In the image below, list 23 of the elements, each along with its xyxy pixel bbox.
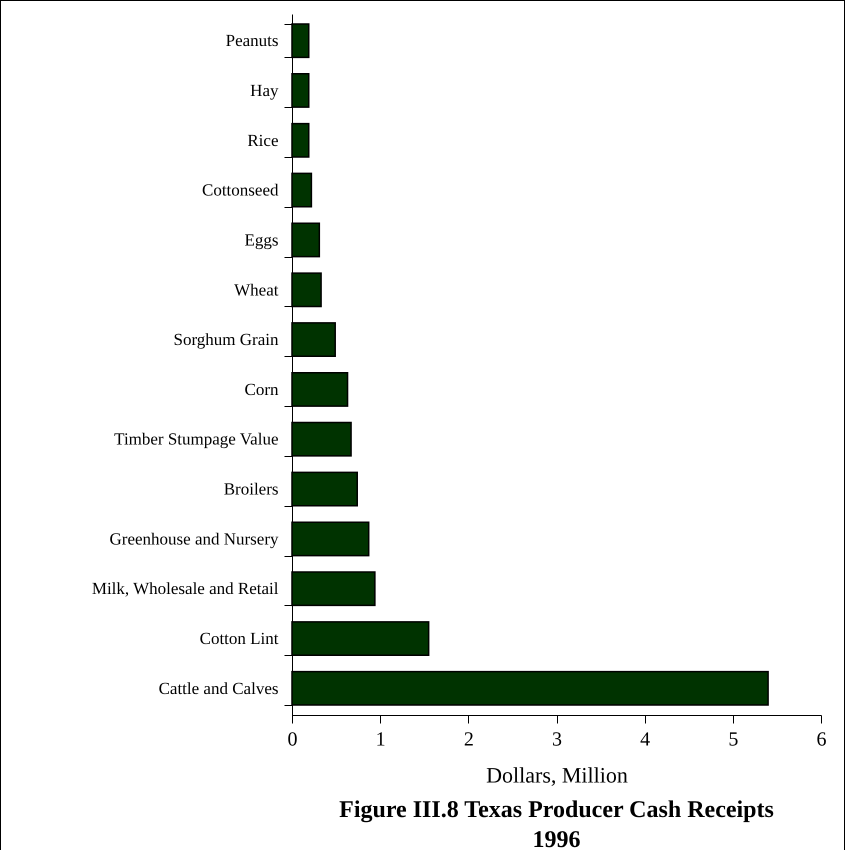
x-tick-label: 2	[464, 728, 474, 750]
x-axis-title: Dollars, Million	[486, 762, 628, 788]
x-tick-label: 3	[552, 728, 562, 750]
y-tick-label: Eggs	[244, 230, 278, 250]
y-tick-label: Peanuts	[226, 31, 278, 50]
x-tick-label: 0	[288, 728, 298, 750]
y-tick-label: Timber Stumpage Value	[114, 430, 278, 449]
y-tick-label: Cotton Lint	[200, 629, 279, 648]
y-tick-label: Wheat	[234, 280, 279, 300]
y-tick-label: Corn	[244, 380, 279, 399]
x-tick-label: 5	[728, 728, 738, 750]
y-tick-label: Cattle and Calves	[158, 678, 278, 698]
x-tick-label: 4	[640, 728, 650, 750]
y-tick-label: Sorghum Grain	[174, 330, 279, 350]
x-tick-label: 1	[376, 728, 386, 750]
y-tick-label: Cottonseed	[202, 180, 279, 200]
y-tick-label: Hay	[250, 80, 279, 100]
y-tick-label: Greenhouse and Nursery	[110, 529, 279, 548]
y-tick-label: Broilers	[224, 480, 278, 499]
x-tick-label: 6	[816, 728, 826, 750]
y-tick-label: Milk, Wholesale and Retail	[92, 579, 279, 598]
text: Figure III.8 Texas Producer Cash Receipts 1996	[339, 797, 774, 851]
y-tick-label: Rice	[247, 130, 278, 150]
